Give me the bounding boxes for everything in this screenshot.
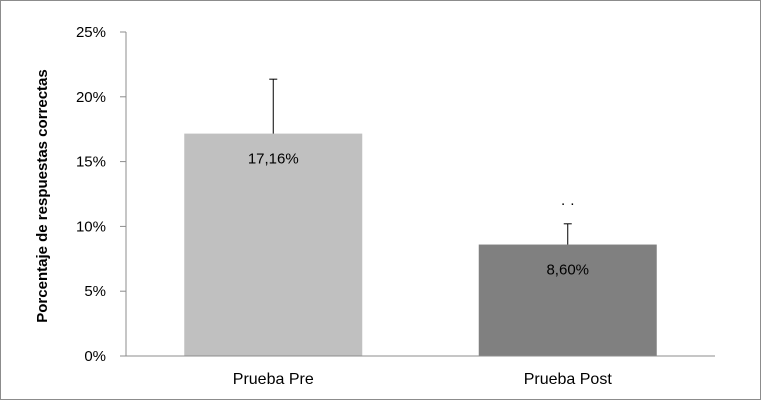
bars-group: 17,16% 8,60% [184,78,657,356]
y-axis-ticks: 0% 5% 10% 15% 20% 25% [76,24,126,365]
category-labels: Prueba Pre Prueba Post [233,371,613,388]
data-label: 8,60% [546,262,589,279]
y-tick-label: 25% [76,24,106,41]
category-label: Prueba Pre [233,371,314,388]
y-tick-label: 5% [84,283,106,300]
y-tick-label: 15% [76,154,106,171]
y-tick-label: 10% [76,218,106,235]
bar [184,133,363,356]
y-axis-title: Porcentaje de respuestas correctas [34,69,51,322]
y-tick-label: 0% [84,348,106,365]
bar [478,244,657,356]
data-label: 17,16% [248,151,299,168]
y-tick-label: 20% [76,89,106,106]
category-label: Prueba Post [524,371,613,388]
significance-marker: · · [561,195,575,212]
